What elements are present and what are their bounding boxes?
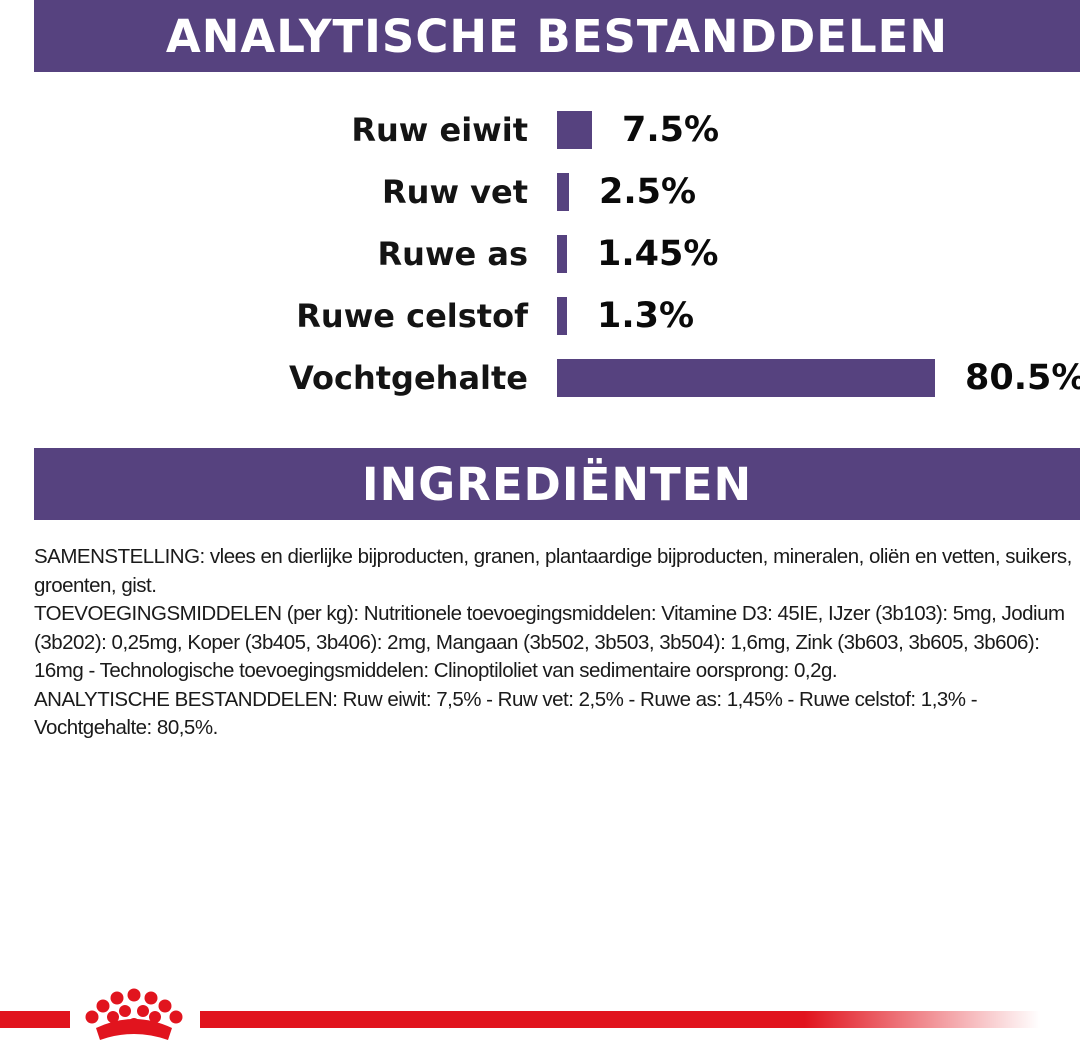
footer-red-line-left — [0, 1011, 70, 1028]
ingredients-header: INGREDIËNTEN — [34, 448, 1080, 520]
analysis-row: Ruwe celstof 1.3% — [0, 294, 1080, 338]
analysis-row: Vochtgehalte 80.5% — [0, 356, 1080, 400]
royal-canin-crown-icon — [85, 988, 183, 1040]
ingredients-paragraph-composition: SAMENSTELLING: vlees en dierlijke bijpro… — [34, 545, 1072, 597]
analysis-row-label: Ruwe celstof — [296, 297, 528, 335]
analysis-row-label: Vochtgehalte — [289, 359, 528, 397]
analysis-row: Ruw eiwit 7.5% — [0, 108, 1080, 152]
ingredients-text: SAMENSTELLING: vlees en dierlijke bijpro… — [34, 543, 1078, 743]
analysis-row-bar — [557, 359, 935, 397]
analysis-row-bar — [557, 111, 592, 149]
analysis-row-value: 1.45% — [597, 234, 719, 274]
analysis-row-label: Ruwe as — [377, 235, 528, 273]
footer-red-line-right — [200, 1011, 1040, 1028]
analysis-title: ANALYTISCHE BESTANDDELEN — [165, 9, 949, 63]
analysis-row: Ruwe as 1.45% — [0, 232, 1080, 276]
analysis-row-label: Ruw eiwit — [351, 111, 528, 149]
analysis-row: Ruw vet 2.5% — [0, 170, 1080, 214]
analysis-row-value: 7.5% — [622, 110, 720, 150]
analysis-row-value: 2.5% — [599, 172, 697, 212]
ingredients-paragraph-analysis: ANALYTISCHE BESTANDDELEN: Ruw eiwit: 7,5… — [34, 687, 978, 740]
analysis-header: ANALYTISCHE BESTANDDELEN — [34, 0, 1080, 72]
ingredients-title: INGREDIËNTEN — [361, 457, 753, 511]
analysis-row-bar — [557, 173, 569, 211]
ingredients-paragraph-additives: TOEVOEGINGSMIDDELEN (per kg): Nutritione… — [34, 602, 1065, 682]
analysis-row-value: 1.3% — [597, 296, 695, 336]
analysis-row-bar — [557, 297, 567, 335]
analysis-row-label: Ruw vet — [382, 173, 528, 211]
analysis-row-bar — [557, 235, 567, 273]
analysis-row-value: 80.5% — [965, 358, 1080, 398]
